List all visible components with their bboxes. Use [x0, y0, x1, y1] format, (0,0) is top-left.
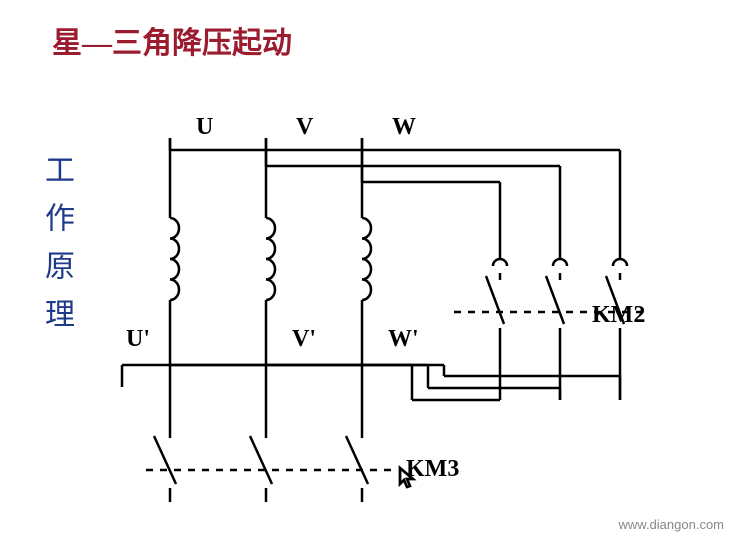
svg-text:W: W: [392, 114, 416, 140]
svg-text:KM2: KM2: [592, 302, 645, 328]
svg-text:U: U: [196, 114, 213, 140]
svg-text:V': V': [292, 326, 316, 352]
svg-text:V: V: [296, 114, 314, 140]
svg-text:KM3: KM3: [406, 456, 459, 482]
circuit-diagram: U U' V V' W W' KM2 KM3: [0, 0, 732, 536]
svg-text:U': U': [126, 326, 150, 352]
svg-text:W': W': [388, 326, 419, 352]
